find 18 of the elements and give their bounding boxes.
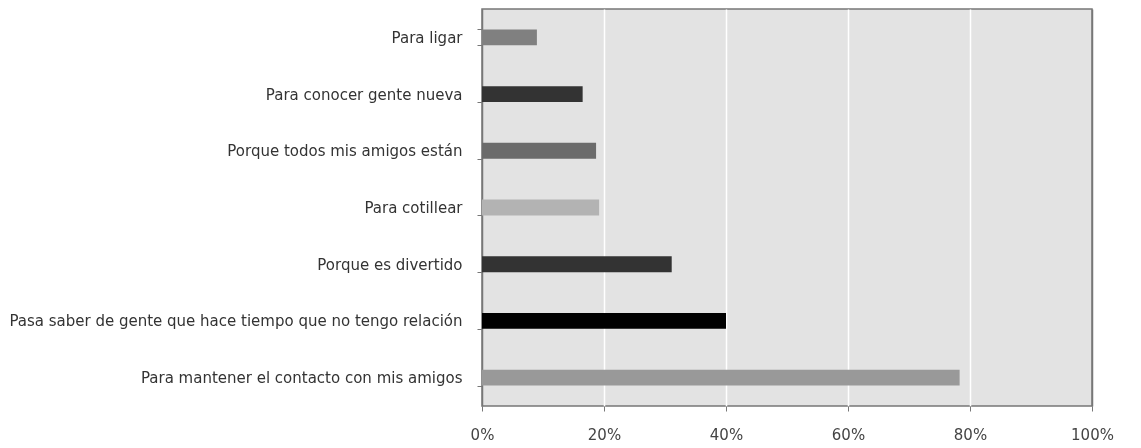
x-tick-label: 60% — [831, 425, 866, 444]
x-tick-label: 40% — [709, 425, 744, 444]
bar — [482, 312, 726, 329]
x-tick-label: 20% — [587, 425, 622, 444]
x-tick-label: 0% — [470, 425, 495, 444]
bar — [482, 199, 600, 216]
y-tick-label: Para conocer gente nueva — [265, 85, 463, 104]
y-tick-label: Porque es divertido — [317, 255, 463, 274]
bar — [482, 86, 583, 103]
y-tick-label: Para cotillear — [364, 199, 464, 217]
y-tick-label: Para mantener el contacto con mis amigos — [140, 369, 463, 388]
x-tick-label: 100% — [1071, 425, 1114, 444]
x-tick-label: 80% — [953, 425, 988, 444]
bar — [482, 369, 960, 386]
y-tick-label: Pasa saber de gente que hace tiempo que no tengo relación — [9, 312, 463, 331]
y-tick-label: Porque todos mis amigos están — [227, 142, 463, 161]
bar — [482, 256, 672, 273]
y-tick-label: Para ligar — [391, 28, 464, 47]
